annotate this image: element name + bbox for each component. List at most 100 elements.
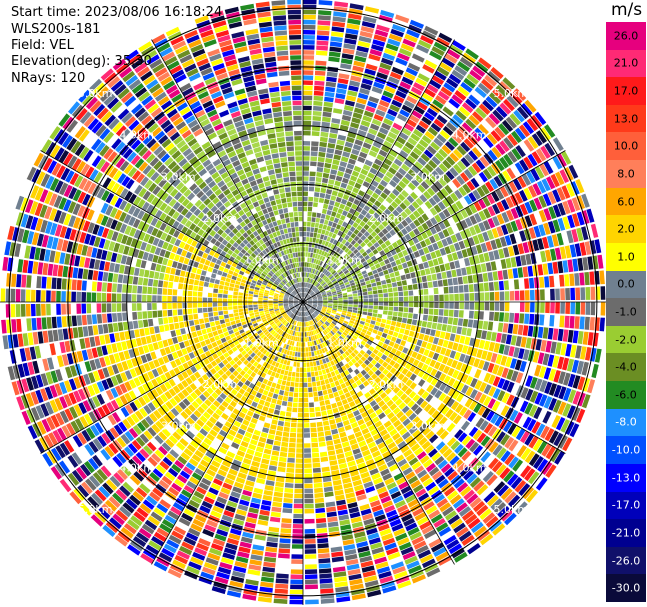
velocity-gate [354, 531, 366, 539]
velocity-gate [260, 325, 265, 330]
velocity-gate [263, 561, 276, 568]
velocity-gate [442, 448, 453, 459]
velocity-gate [291, 417, 297, 423]
velocity-gate [581, 361, 589, 376]
velocity-gate [457, 432, 468, 443]
velocity-gate [443, 286, 449, 294]
velocity-gate [385, 364, 393, 371]
velocity-gate [292, 309, 297, 313]
velocity-gate [329, 315, 334, 320]
velocity-gate [543, 222, 551, 235]
velocity-gate [494, 302, 500, 311]
velocity-gate [408, 239, 415, 247]
velocity-gate [443, 433, 453, 444]
velocity-gate [435, 551, 450, 562]
velocity-gate [303, 387, 308, 393]
velocity-gate [173, 367, 181, 375]
velocity-gate [430, 377, 439, 386]
velocity-gate [224, 455, 234, 463]
velocity-gate [340, 63, 352, 70]
velocity-gate [368, 184, 377, 192]
velocity-gate [305, 272, 308, 277]
velocity-gate [557, 328, 564, 342]
velocity-gate [318, 563, 331, 569]
velocity-gate [304, 293, 307, 298]
velocity-gate [491, 191, 500, 202]
velocity-gate [348, 304, 353, 307]
velocity-gate [368, 96, 380, 104]
velocity-gate [323, 303, 328, 305]
velocity-gate [284, 370, 289, 376]
velocity-gate [354, 452, 363, 460]
velocity-gate [398, 132, 409, 141]
velocity-gate [378, 523, 390, 532]
velocity-gate [336, 289, 342, 293]
velocity-gate [318, 441, 326, 447]
velocity-gate [546, 235, 554, 248]
velocity-gate [379, 261, 386, 267]
velocity-gate [340, 257, 346, 263]
velocity-gate [550, 302, 555, 314]
velocity-gate [293, 315, 297, 320]
velocity-gate [323, 269, 328, 275]
velocity-gate [354, 332, 360, 337]
velocity-gate [345, 316, 351, 320]
velocity-gate [455, 232, 463, 242]
velocity-gate [290, 427, 297, 433]
velocity-gate [449, 455, 460, 466]
velocity-gate [316, 277, 321, 282]
velocity-gate [509, 233, 517, 245]
velocity-gate [565, 302, 570, 314]
velocity-gate [389, 104, 400, 113]
velocity-gate [543, 208, 552, 221]
velocity-gate [342, 310, 347, 314]
velocity-gate [335, 586, 349, 593]
velocity-gate [444, 294, 449, 301]
velocity-gate [352, 335, 358, 340]
velocity-gate [362, 216, 369, 223]
velocity-gate [185, 532, 199, 542]
velocity-gate [590, 302, 596, 316]
velocity-gate [432, 437, 442, 447]
velocity-gate [319, 272, 324, 278]
velocity-gate [508, 439, 519, 452]
velocity-gate [408, 204, 416, 213]
velocity-gate [289, 599, 303, 605]
velocity-gate [328, 317, 334, 321]
velocity-gate [291, 564, 303, 569]
velocity-gate [356, 134, 365, 142]
velocity-gate [437, 256, 444, 265]
velocity-gate [334, 149, 343, 156]
velocity-gate [514, 480, 527, 493]
velocity-gate [132, 424, 143, 436]
velocity-gate [354, 139, 364, 146]
velocity-gate [262, 349, 268, 355]
velocity-gate [311, 307, 316, 311]
velocity-gate [288, 442, 296, 448]
velocity-gate [420, 355, 427, 363]
velocity-gate [594, 348, 602, 363]
velocity-gate [410, 443, 421, 452]
velocity-gate [498, 280, 504, 291]
velocity-gate [382, 500, 394, 509]
velocity-gate [234, 454, 244, 462]
velocity-gate [190, 523, 203, 533]
velocity-gate [497, 270, 504, 280]
velocity-gate [454, 302, 459, 309]
velocity-gate [503, 280, 510, 290]
velocity-gate [488, 341, 496, 352]
velocity-gate [493, 249, 500, 260]
velocity-gate [309, 341, 313, 347]
velocity-gate [286, 376, 292, 382]
velocity-gate [476, 484, 489, 496]
velocity-gate [409, 114, 420, 124]
velocity-gate [240, 332, 247, 337]
velocity-gate [326, 511, 337, 518]
velocity-gate [234, 384, 241, 392]
velocity-gate [313, 105, 323, 111]
velocity-gate [303, 120, 312, 126]
velocity-gate [358, 295, 363, 299]
velocity-gate [525, 337, 532, 349]
velocity-gate [508, 181, 518, 193]
velocity-gate [335, 448, 344, 455]
